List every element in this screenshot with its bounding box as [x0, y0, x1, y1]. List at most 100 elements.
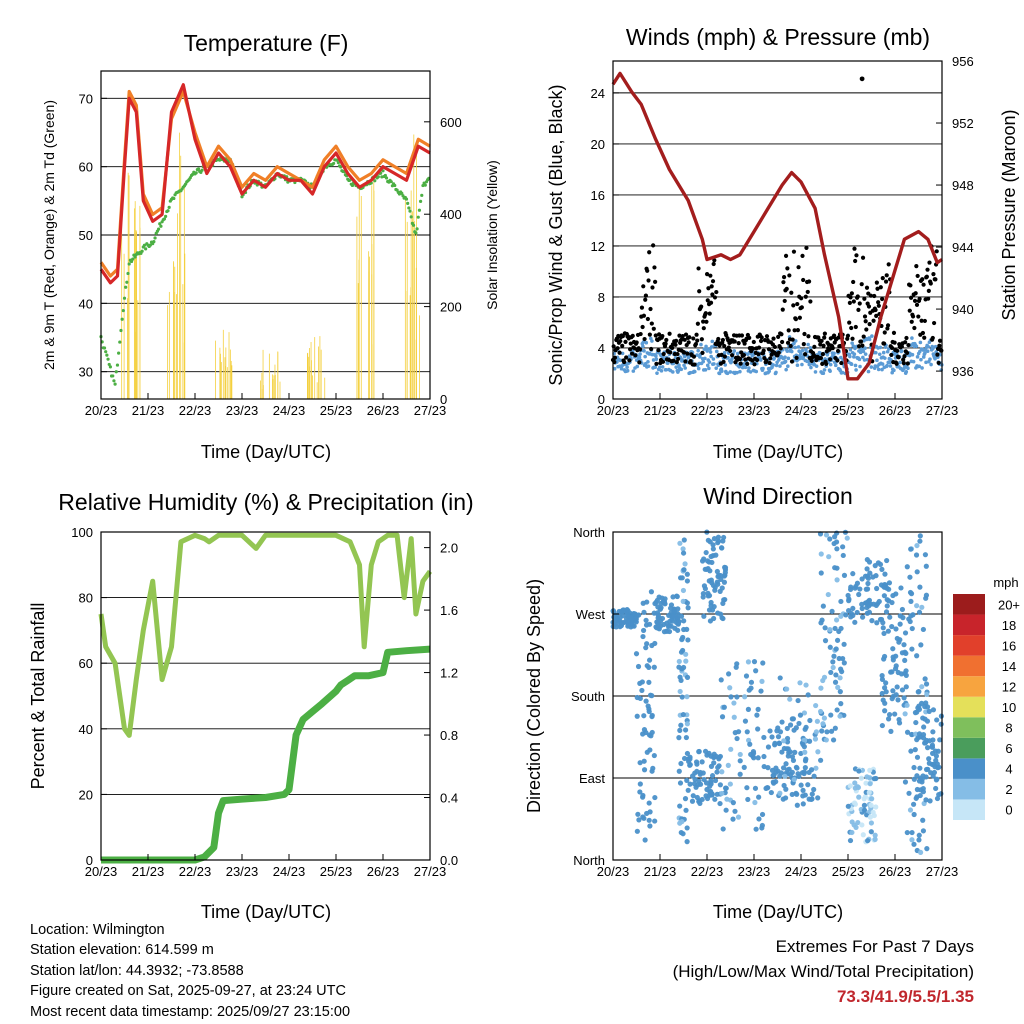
winds-panel: Winds (mph) & Pressure (mb) 20/23 21/23 22…	[546, 24, 1019, 462]
wind-point	[646, 364, 651, 368]
direction-point	[885, 716, 892, 722]
wind-point	[878, 345, 883, 350]
gust-point	[721, 359, 726, 365]
direction-point	[888, 728, 894, 734]
direction-point	[681, 537, 687, 543]
x-tick-label: 24/23	[785, 403, 818, 418]
dewpoint-point	[117, 351, 121, 355]
direction-point	[679, 575, 685, 581]
gust-point	[793, 317, 799, 322]
gust-point	[796, 265, 801, 270]
wind-point	[920, 366, 924, 370]
direction-point	[708, 553, 714, 560]
direction-point	[924, 745, 931, 751]
direction-point	[914, 603, 920, 609]
wind-point	[659, 369, 664, 373]
direction-point	[855, 819, 861, 826]
direction-point	[881, 584, 888, 590]
direction-point	[838, 666, 844, 672]
direction-point	[733, 664, 739, 670]
wind-point	[655, 371, 659, 375]
gust-point	[910, 314, 916, 319]
direction-point	[881, 593, 887, 599]
gust-point	[781, 275, 787, 280]
direction-point	[677, 780, 684, 786]
direction-point	[832, 625, 838, 632]
direction-point	[803, 756, 809, 762]
direction-point	[828, 669, 834, 676]
direction-point	[640, 792, 646, 799]
wind-point	[677, 363, 681, 367]
gust-point	[634, 340, 639, 345]
direction-point	[933, 757, 939, 764]
wind-point	[679, 367, 684, 372]
gust-point	[647, 250, 652, 255]
direction-point	[684, 777, 690, 783]
gust-point	[752, 362, 757, 367]
direction-point	[745, 737, 752, 743]
direction-point	[879, 690, 885, 697]
direction-point	[712, 796, 718, 802]
gust-point	[671, 358, 676, 363]
direction-point	[747, 741, 753, 747]
wind-point	[861, 355, 865, 360]
y-tick-label: East	[579, 771, 605, 786]
gust-point	[894, 361, 899, 366]
direction-point	[843, 612, 849, 618]
direction-point	[721, 597, 727, 603]
wind-point	[664, 368, 668, 372]
wind-point	[682, 363, 686, 368]
created-text: Figure created on Sat, 2025-09-27, at 23…	[30, 983, 346, 1000]
direction-point	[803, 724, 809, 730]
wind-point	[911, 359, 916, 364]
wind-point	[725, 371, 730, 376]
gust-point	[646, 278, 651, 283]
direction-point	[904, 564, 910, 570]
direction-point	[684, 825, 690, 831]
direction-point	[911, 764, 917, 771]
direction-point	[871, 776, 877, 782]
direction-point	[923, 592, 930, 598]
direction-point	[670, 594, 676, 600]
direction-point	[880, 620, 886, 626]
direction-point	[802, 765, 808, 771]
gust-point	[928, 281, 933, 286]
gust-point	[855, 294, 860, 299]
direction-point	[635, 663, 642, 670]
direction-point	[675, 611, 681, 617]
direction-point	[859, 605, 865, 612]
winds-gridlines	[613, 92, 942, 400]
direction-point	[634, 828, 640, 834]
winds-series	[610, 71, 944, 381]
gust-point	[909, 319, 914, 324]
gust-point	[818, 342, 823, 347]
gust-point	[697, 289, 702, 294]
y-tick-label: 16	[591, 188, 605, 203]
direction-point	[911, 811, 917, 818]
extremes-title: Extremes For Past 7 Days	[775, 937, 974, 956]
gust-point	[805, 289, 810, 295]
direction-point	[837, 689, 843, 695]
direction-point	[922, 676, 928, 682]
direction-point	[628, 614, 634, 620]
direction-point	[677, 820, 683, 826]
direction-point	[680, 550, 687, 556]
wind-point	[735, 370, 739, 375]
dewpoint-point	[383, 173, 387, 178]
direction-point	[710, 546, 716, 552]
colorbar-swatch	[953, 655, 985, 677]
direction-point	[717, 588, 723, 594]
direction-point	[780, 765, 787, 771]
direction-point	[779, 749, 785, 755]
gust-point	[712, 295, 718, 300]
direction-point	[754, 712, 760, 718]
direction-point	[934, 717, 940, 723]
direction-point	[777, 790, 783, 796]
direction-point	[860, 832, 866, 838]
direction-point	[789, 754, 796, 760]
direction-point	[720, 538, 726, 544]
gust-point	[637, 347, 643, 352]
direction-point	[777, 675, 783, 681]
gust-point	[688, 358, 693, 364]
gust-point	[704, 272, 710, 277]
